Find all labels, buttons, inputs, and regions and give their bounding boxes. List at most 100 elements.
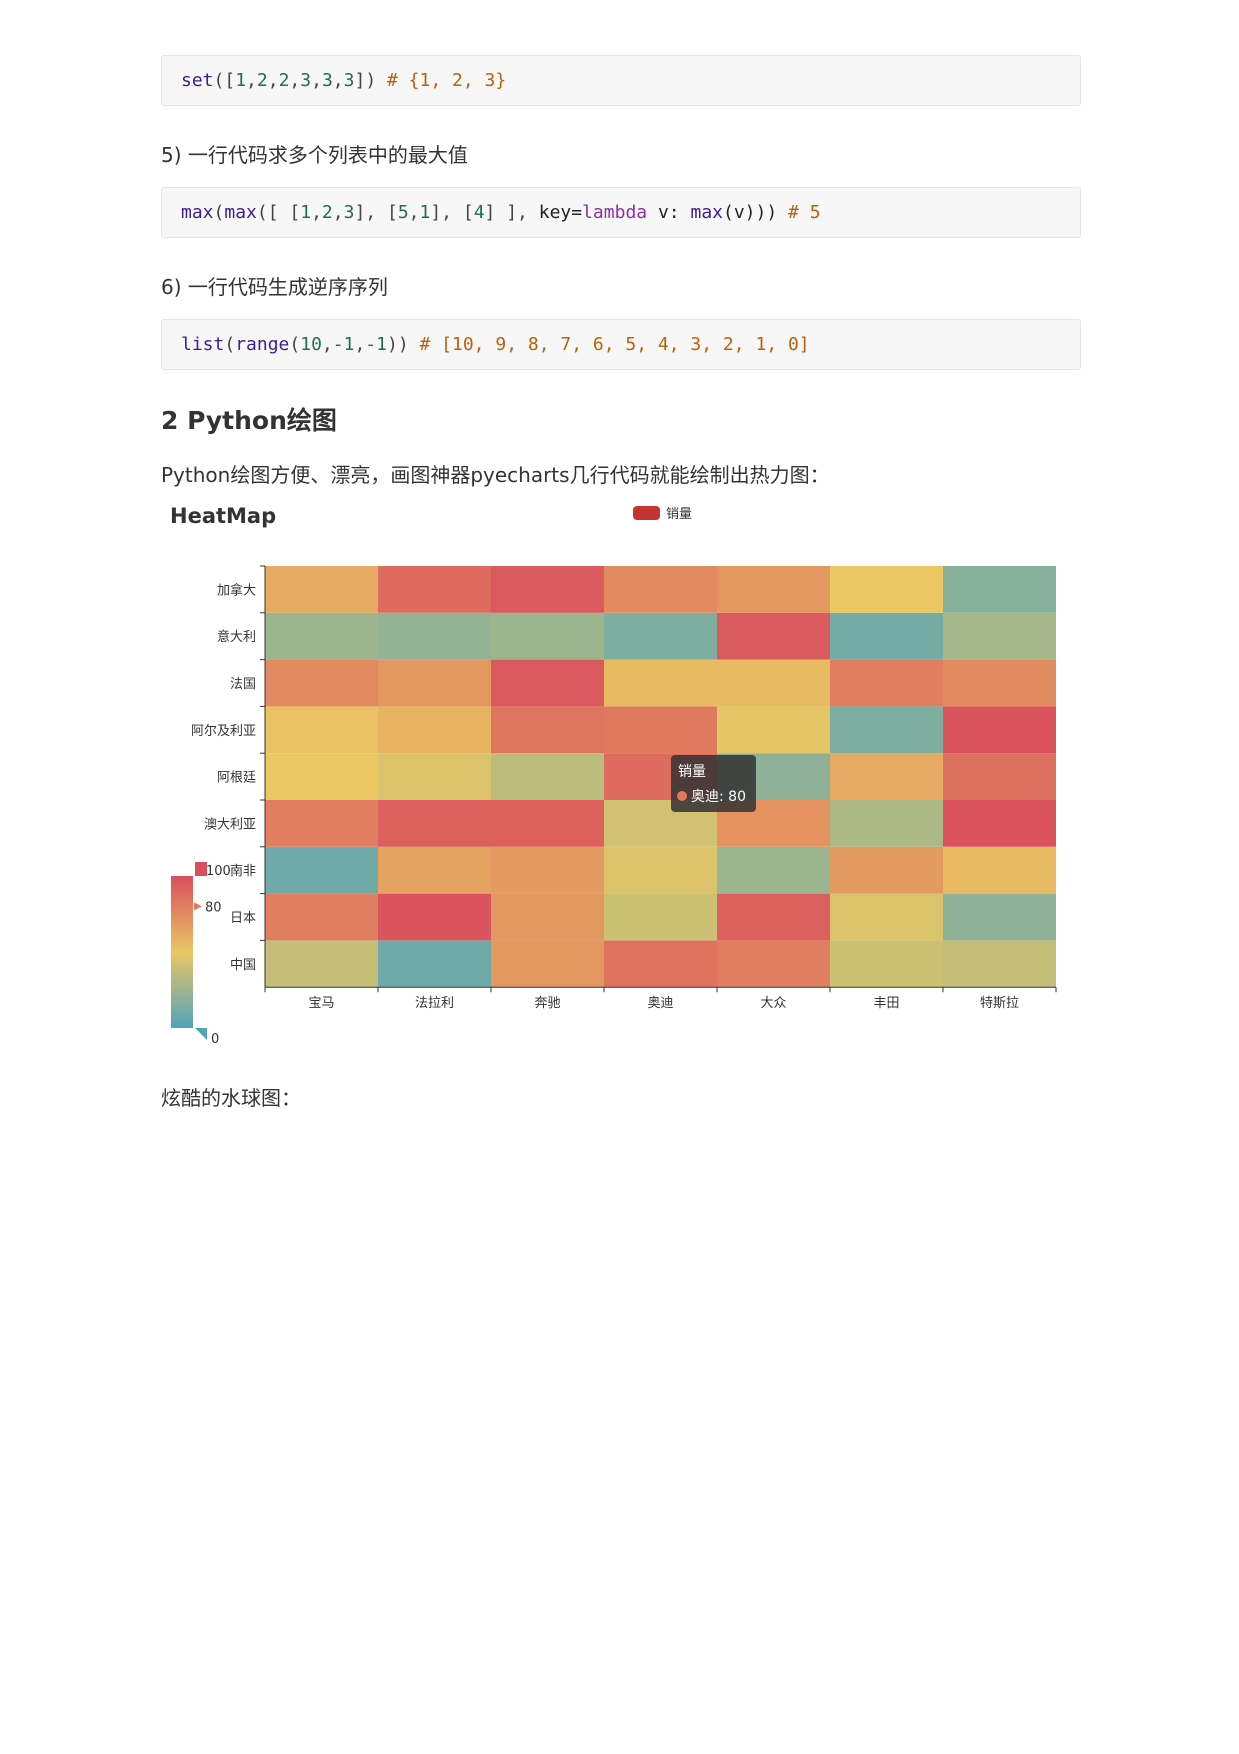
heatmap-cell	[491, 940, 604, 988]
heatmap-cell	[604, 846, 717, 894]
code-comment: # [10, 9, 8, 7, 6, 5, 4, 3, 2, 1, 0]	[419, 334, 810, 355]
heatmap-cell	[265, 566, 378, 613]
x-tick-label: 大众	[760, 996, 786, 1011]
legend-swatch	[633, 506, 660, 520]
code-token: 2	[256, 70, 268, 91]
code-token: max	[224, 202, 257, 223]
tooltip-value: 奥迪: 80	[691, 788, 746, 805]
y-tick-label: 法国	[230, 677, 256, 692]
heatmap-cell	[265, 893, 378, 941]
code-token: (	[213, 202, 225, 223]
code-token: 3	[343, 202, 355, 223]
heatmap-cell	[491, 566, 604, 613]
code-token: (	[289, 334, 301, 355]
heatmap-cell	[491, 800, 604, 847]
heatmap-cell	[717, 940, 830, 988]
code-token: -1	[332, 334, 355, 355]
heatmap-cell	[491, 753, 604, 800]
code-token: 1	[419, 202, 431, 223]
x-tick-label: 丰田	[873, 996, 899, 1011]
code-token: ))	[386, 334, 420, 355]
legend-label: 销量	[666, 507, 692, 522]
visual-map-handle-label: 80	[205, 900, 222, 915]
visual-map-max-label: 100	[206, 864, 231, 879]
code-token: range	[235, 334, 290, 355]
code-token: max	[690, 202, 723, 223]
y-tick-label: 阿尔及利亚	[191, 724, 256, 739]
code-token: 2	[321, 202, 333, 223]
code-token: ,	[246, 70, 257, 91]
code-token: lambda	[582, 202, 648, 223]
y-tick-label: 澳大利亚	[204, 816, 256, 832]
code-token: 3	[300, 70, 312, 91]
heatmap-cell	[943, 940, 1056, 988]
visual-map-indicator	[194, 902, 202, 911]
heatmap-cell	[717, 706, 830, 754]
code-token: 4	[473, 202, 485, 223]
y-tick-label: 中国	[230, 958, 256, 973]
visual-map-bottom-handle	[195, 1028, 207, 1040]
code-token: ] ],	[484, 202, 539, 223]
heatmap-cell	[491, 612, 604, 660]
code-token: set	[181, 70, 214, 91]
heatmap-cell	[717, 846, 830, 894]
code-token: 10	[300, 334, 322, 355]
heatmap-cell	[604, 566, 717, 613]
heatmap-cell	[943, 846, 1056, 894]
code-token: key=	[538, 202, 583, 223]
heatmap-cell	[604, 940, 717, 988]
heatmap-cell	[943, 612, 1056, 660]
intro-paragraph: Python绘图方便、漂亮，画图神器pyecharts几行代码就能绘制出热力图：	[161, 463, 830, 487]
code-block-list: list(range(10,-1,-1)) # [10, 9, 8, 7, 6,…	[161, 319, 1081, 370]
y-tick-label: 意大利	[217, 629, 256, 645]
code-token: ,	[354, 334, 366, 355]
heatmap-cell	[265, 753, 378, 800]
code-token: ,	[321, 334, 333, 355]
heatmap-cell	[491, 706, 604, 754]
code-token: max	[181, 202, 214, 223]
heatmap-cell	[943, 659, 1056, 707]
heatmap-cell	[830, 706, 943, 754]
heatmap-cell	[830, 846, 943, 894]
heatmap-cell	[378, 706, 491, 754]
heatmap-cell	[265, 612, 378, 660]
heatmap-cell	[265, 940, 378, 988]
heatmap-cell	[943, 753, 1056, 800]
code-token: (	[224, 334, 236, 355]
heatmap-cell	[491, 659, 604, 707]
heatmap-cell	[943, 566, 1056, 613]
code-token: v:	[647, 202, 691, 223]
code-token: ,	[267, 70, 279, 91]
outro-paragraph: 炫酷的水球图：	[161, 1086, 301, 1110]
heatmap-cell	[378, 893, 491, 941]
y-tick-label: 加拿大	[217, 582, 256, 598]
code-token: 3	[343, 70, 355, 91]
x-tick-label: 宝马	[308, 996, 334, 1011]
heatmap-cell	[830, 612, 943, 660]
heatmap-cell	[265, 846, 378, 894]
heatmap-cell	[378, 612, 491, 660]
heatmap-cell	[830, 800, 943, 847]
code-token: ,	[289, 70, 301, 91]
code-comment: # 5	[788, 202, 821, 223]
chart-tooltip	[671, 755, 756, 812]
x-tick-label: 奥迪	[647, 996, 673, 1011]
code-token: 1	[300, 202, 312, 223]
heatmap-cell	[604, 612, 717, 660]
code-token: 2	[278, 70, 290, 91]
code-token: ])	[354, 70, 377, 91]
heatmap-cell	[717, 893, 830, 941]
heatmap-cell	[491, 893, 604, 941]
y-tick-label: 南非	[230, 863, 256, 879]
heatmap-cell	[717, 566, 830, 613]
list-item-6: 6) 一行代码生成逆序序列	[161, 275, 388, 299]
heatmap-cell	[378, 566, 491, 613]
code-token: ([ [	[256, 202, 301, 223]
code-token: list	[181, 334, 225, 355]
y-tick-label: 阿根廷	[217, 771, 256, 786]
code-token: ], [	[430, 202, 474, 223]
x-tick-label: 奔驰	[534, 996, 560, 1011]
heatmap-cell	[265, 659, 378, 707]
heatmap-cell	[830, 893, 943, 941]
